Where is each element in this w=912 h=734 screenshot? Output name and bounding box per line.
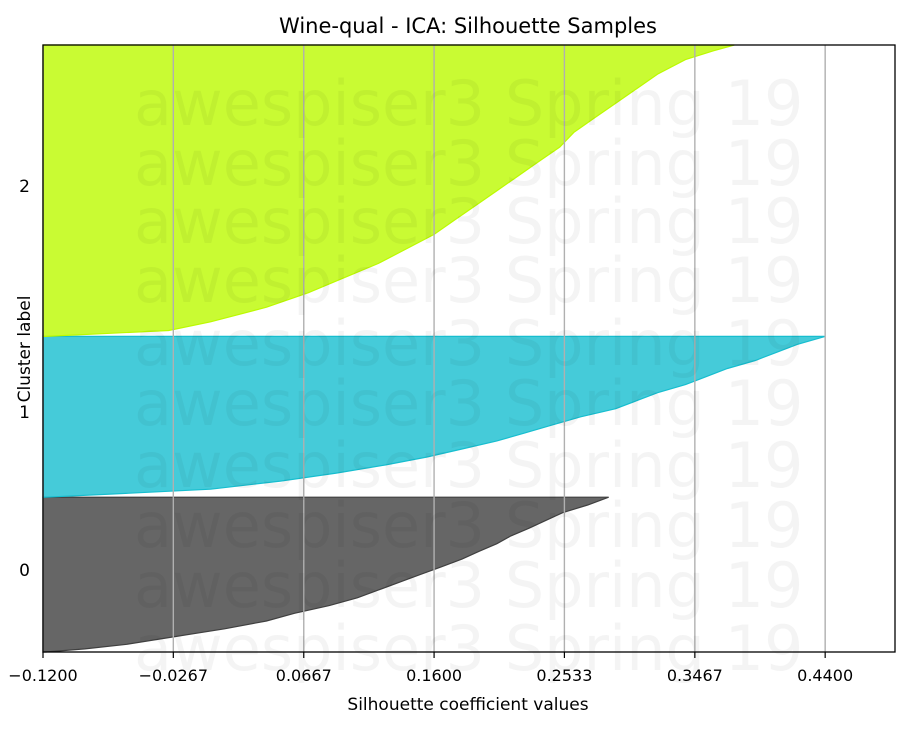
watermark-text: awespiser3 Spring 19 bbox=[134, 429, 804, 502]
watermark-text: awespiser3 Spring 19 bbox=[134, 67, 804, 140]
watermark-text: awespiser3 Spring 19 bbox=[134, 489, 804, 562]
cluster-label-1: 1 bbox=[19, 403, 30, 423]
chart-title: Wine-qual - ICA: Silhouette Samples bbox=[279, 14, 657, 38]
y-axis-label: Cluster label bbox=[15, 296, 35, 403]
x-tick-label: −0.0267 bbox=[139, 666, 208, 685]
watermark-text: awespiser3 Spring 19 bbox=[134, 185, 804, 258]
watermark-text: awespiser3 Spring 19 bbox=[134, 127, 804, 200]
watermark-text: awespiser3 Spring 19 bbox=[134, 367, 804, 440]
cluster-label-0: 0 bbox=[19, 561, 30, 581]
watermark-text: awespiser3 Spring 19 bbox=[134, 549, 804, 622]
cluster-label-2: 2 bbox=[19, 177, 30, 197]
cluster-2-silhouette-area bbox=[42, 44, 735, 338]
watermark-text: awespiser3 Spring 19 bbox=[134, 244, 804, 317]
x-tick-label: 0.2533 bbox=[536, 666, 592, 685]
axes-frame bbox=[42, 44, 896, 653]
x-axis-label: Silhouette coefficient values bbox=[347, 695, 588, 715]
cluster-0-silhouette-area bbox=[42, 496, 609, 653]
watermark-text: awespiser3 Spring 19 bbox=[134, 612, 804, 685]
x-tick-label: 0.4400 bbox=[797, 666, 853, 685]
x-tick-label: −0.1200 bbox=[8, 666, 77, 685]
x-tick-label: 0.3467 bbox=[667, 666, 723, 685]
watermark-text: awespiser3 Spring 19 bbox=[134, 307, 804, 380]
x-tick-label: 0.1600 bbox=[406, 666, 462, 685]
x-tick-label: 0.0667 bbox=[276, 666, 332, 685]
